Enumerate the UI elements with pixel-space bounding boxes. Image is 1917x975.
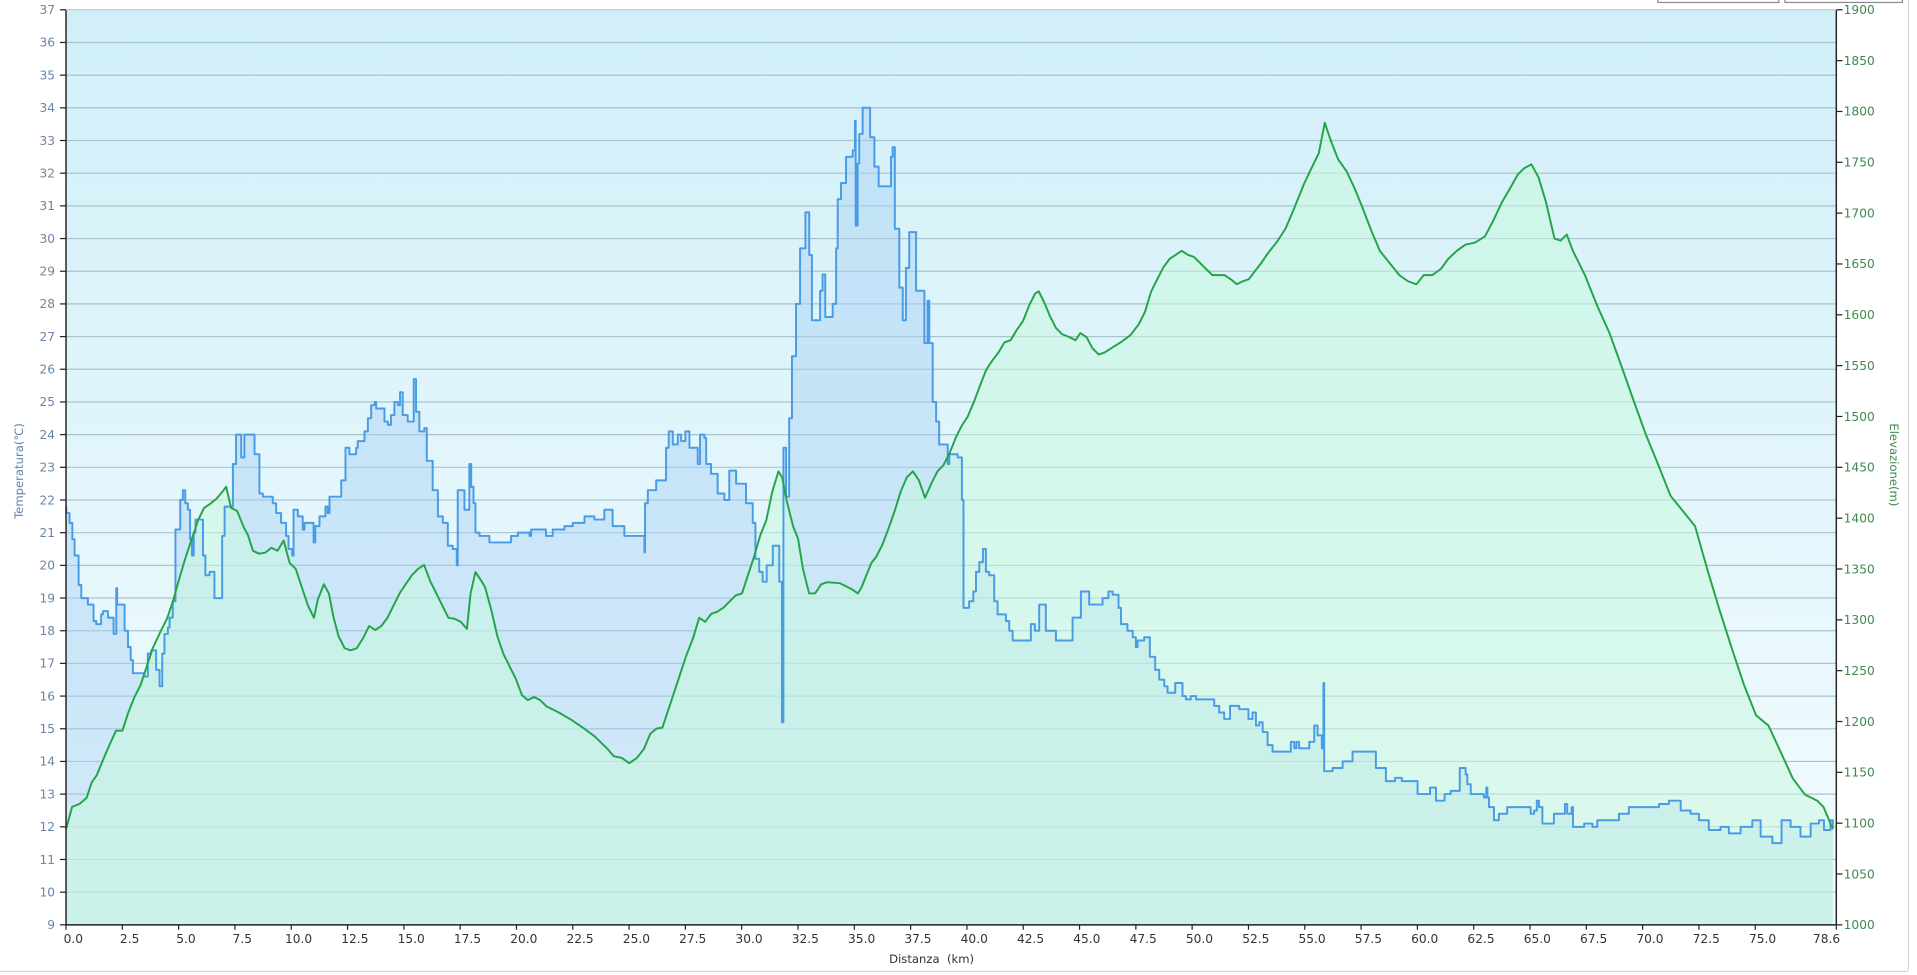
x-tick-label: 72.5 — [1693, 932, 1720, 946]
y-left-tick-label: 18 — [39, 624, 55, 638]
y-left-tick-label: 9 — [47, 918, 55, 932]
y-left-tick-label: 10 — [39, 885, 55, 899]
y-left-tick-label: 34 — [39, 101, 55, 115]
y-left-tick-label: 37 — [39, 3, 55, 17]
y-left-tick-label: 30 — [39, 232, 55, 246]
x-tick-label: 20.0 — [510, 932, 537, 946]
elevation-line — [65, 121, 1834, 830]
x-tick-label: 5.0 — [176, 932, 195, 946]
y-right-tick-label: 1700 — [1844, 206, 1875, 220]
y-left-tick-label: 12 — [39, 820, 55, 834]
y-right-tick-label: 1200 — [1844, 715, 1875, 729]
y-right-tick-label: 1450 — [1844, 461, 1875, 475]
x-tick-label: 62.5 — [1467, 932, 1494, 946]
y-left-tick-label: 24 — [39, 428, 55, 442]
y-right-tick-label: 1050 — [1844, 867, 1875, 881]
x-tick-label: 67.5 — [1580, 932, 1607, 946]
y-axis-right-title: Elevazione(m) — [1887, 423, 1901, 506]
x-axis-title: Distanza (km) — [889, 952, 974, 966]
y-right-tick-label: 1550 — [1844, 359, 1875, 373]
y-left-tick-label: 35 — [39, 68, 55, 82]
y-left-tick-label: 23 — [39, 461, 55, 475]
y-left-tick-label: 15 — [39, 722, 55, 736]
y-right-tick-label: 1400 — [1844, 511, 1875, 525]
y-right-tick-label: 1250 — [1844, 664, 1875, 678]
x-tick-label: 40.0 — [961, 932, 988, 946]
y-left-tick-label: 26 — [39, 363, 55, 377]
x-tick-label: 30.0 — [735, 932, 762, 946]
y-left-tick-label: 21 — [39, 526, 55, 540]
x-tick-label: 70.0 — [1636, 932, 1663, 946]
x-tick-label: 12.5 — [341, 932, 368, 946]
y-right-tick-label: 1000 — [1844, 918, 1875, 932]
y-left-tick-label: 13 — [39, 787, 55, 801]
y-left-tick-label: 27 — [39, 330, 55, 344]
y-right-tick-label: 1750 — [1844, 156, 1875, 170]
x-tick-label: 22.5 — [567, 932, 594, 946]
y-right-tick-label: 1850 — [1844, 54, 1875, 68]
top-tab-1[interactable] — [1657, 0, 1780, 4]
y-left-tick-label: 22 — [39, 493, 55, 507]
y-right-tick-label: 1900 — [1844, 3, 1875, 17]
y-right-tick-label: 1300 — [1844, 613, 1875, 627]
y-left-tick-label: 19 — [39, 591, 55, 605]
y-right-tick-label: 1600 — [1844, 308, 1875, 322]
y-left-tick-label: 32 — [39, 166, 55, 180]
x-tick-label: 42.5 — [1017, 932, 1044, 946]
series-areas — [66, 107, 1833, 925]
y-left-tick-label: 16 — [39, 689, 55, 703]
x-tick-label: 17.5 — [454, 932, 481, 946]
x-tick-label: 55.0 — [1299, 932, 1326, 946]
x-tick-label: 57.5 — [1355, 932, 1382, 946]
y-left-tick-label: 33 — [39, 134, 55, 148]
y-right-tick-label: 1650 — [1844, 257, 1875, 271]
x-tick-label: 25.0 — [623, 932, 650, 946]
top-tab-2[interactable] — [1784, 0, 1903, 4]
y-left-tick-label: 36 — [39, 36, 55, 50]
x-tick-label: 7.5 — [233, 932, 252, 946]
x-tick-label: 35.0 — [848, 932, 875, 946]
x-tick-label: 47.5 — [1130, 932, 1157, 946]
y-left-tick-label: 29 — [39, 265, 55, 279]
y-left-tick-label: 28 — [39, 297, 55, 311]
series-lines — [65, 106, 1834, 845]
y-left-tick-label: 20 — [39, 559, 55, 573]
temperature-line — [65, 106, 1834, 845]
y-left-tick-label: 14 — [39, 755, 55, 769]
x-tick-label: 65.0 — [1524, 932, 1551, 946]
y-left-tick-label: 25 — [39, 395, 55, 409]
x-tick-label: 15.0 — [398, 932, 425, 946]
x-tick-label: 45.0 — [1073, 932, 1100, 946]
y-right-tick-label: 1100 — [1844, 816, 1875, 830]
x-tick-label: 27.5 — [679, 932, 706, 946]
x-tick-label: 0.0 — [64, 932, 83, 946]
x-tick-label: 60.0 — [1411, 932, 1438, 946]
x-tick-label: 2.5 — [120, 932, 139, 946]
elevation-area — [66, 122, 1833, 925]
x-tick-label: 50.0 — [1186, 932, 1213, 946]
x-tick-label: 37.5 — [904, 932, 931, 946]
y-left-tick-label: 11 — [39, 853, 55, 867]
y-left-tick-label: 17 — [39, 657, 55, 671]
x-tick-label: 52.5 — [1242, 932, 1269, 946]
x-tick-label: 32.5 — [792, 932, 819, 946]
y-right-tick-label: 1350 — [1844, 562, 1875, 576]
y-left-tick-label: 31 — [39, 199, 55, 213]
x-tick-label: 78.6 — [1813, 932, 1840, 946]
axes: 9 10 11 12 13 14 15 16 17 18 19 20 21 22 23 24 25 26 27 28 2… — [39, 3, 1874, 946]
y-right-tick-label: 1150 — [1844, 766, 1875, 780]
x-tick-label: 10.0 — [285, 932, 312, 946]
y-right-tick-label: 1500 — [1844, 410, 1875, 424]
x-tick-label: 75.0 — [1749, 932, 1776, 946]
y-axis-left-title: Temperatura(℃) — [12, 423, 26, 520]
y-right-tick-label: 1800 — [1844, 105, 1875, 119]
